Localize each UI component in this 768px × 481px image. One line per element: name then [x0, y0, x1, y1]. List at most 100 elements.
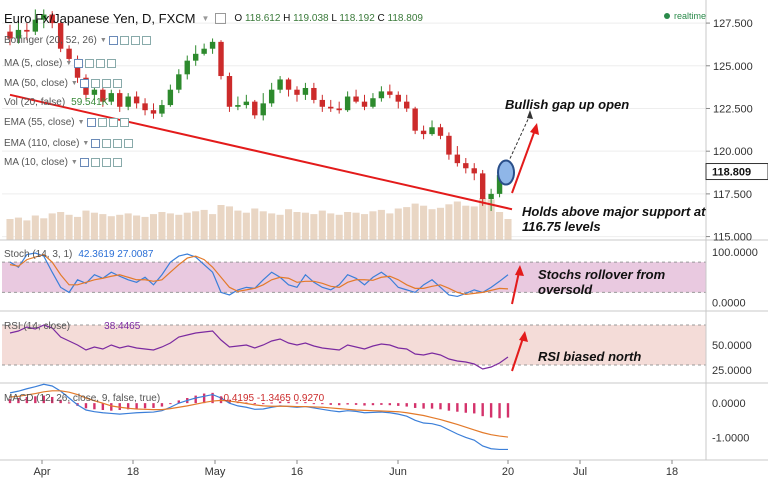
close-icon[interactable] — [119, 118, 129, 127]
eye-icon[interactable] — [108, 36, 118, 45]
close-icon[interactable] — [112, 158, 122, 167]
candle-body — [328, 106, 334, 109]
chevron-down-icon[interactable]: ▼ — [70, 80, 78, 87]
settings-icon[interactable] — [102, 139, 112, 148]
chevron-down-icon[interactable]: ▼ — [82, 140, 90, 147]
settings-icon[interactable] — [90, 158, 100, 167]
macd-histogram-bar — [329, 403, 332, 405]
add-icon[interactable] — [108, 118, 118, 127]
candle-body — [277, 79, 283, 90]
macd-tick-label: 0.0000 — [712, 398, 746, 410]
candle-body — [420, 130, 427, 135]
overlay-item[interactable]: MA (5, close) ▼ — [4, 58, 117, 69]
volume-bar — [192, 211, 200, 240]
chevron-down-icon[interactable]: ▼ — [65, 60, 73, 67]
macd-tick-label: -1.0000 — [712, 432, 749, 444]
settings-icon[interactable] — [90, 79, 100, 88]
macd-histogram-bar — [304, 402, 307, 404]
macd-histogram-bar — [506, 403, 510, 418]
overlay-item[interactable]: EMA (110, close) ▼ — [4, 138, 134, 149]
price-tick-label: 125.000 — [713, 61, 753, 73]
chevron-down-icon[interactable]: ▼ — [77, 119, 85, 126]
volume-bar — [360, 214, 369, 240]
overlay-item[interactable]: Vol (20, false) 59.541K — [4, 97, 108, 108]
ohlc-readout: O 118.612 H 119.038 L 118.192 C 118.809 — [234, 13, 423, 24]
candle-body — [41, 14, 47, 20]
chevron-down-icon[interactable]: ▼ — [201, 14, 210, 23]
close-icon[interactable] — [112, 79, 122, 88]
settings-icon[interactable] — [215, 13, 227, 24]
volume-bar — [327, 213, 335, 240]
close-icon[interactable] — [107, 59, 117, 68]
macd-histogram-bar — [312, 403, 316, 405]
add-icon[interactable] — [113, 139, 123, 148]
add-icon[interactable] — [96, 59, 106, 68]
chevron-down-icon[interactable]: ▼ — [70, 159, 78, 166]
close-icon[interactable] — [124, 139, 134, 148]
rsi-tick-label: 50.0000 — [712, 340, 752, 352]
macd-histogram-bar — [126, 403, 130, 410]
volume-bar — [48, 213, 56, 240]
close-icon[interactable] — [141, 36, 151, 45]
macd-histogram-bar — [447, 403, 451, 411]
volume-bar — [259, 211, 267, 240]
overlay-item[interactable]: Bollinger (20, 52, 26) ▼ — [4, 35, 151, 46]
eye-icon[interactable] — [79, 79, 89, 88]
price-arrowhead — [530, 123, 539, 135]
macd-histogram-bar — [110, 403, 113, 411]
time-tick-label: May — [205, 466, 226, 478]
macd-histogram-bar — [270, 402, 273, 404]
rsi-tick-label: 25.0000 — [712, 365, 752, 377]
price-arrow — [511, 129, 536, 194]
time-tick-label: 18 — [666, 466, 678, 478]
symbol-title[interactable]: Euro Fx/Japanese Yen, D, FXCM — [4, 11, 196, 26]
candles — [7, 9, 511, 211]
macd-histogram-bar — [321, 403, 324, 405]
volume-bar — [158, 212, 166, 240]
macd-histogram-bar — [481, 403, 484, 417]
price-tick-label: 120.000 — [713, 146, 753, 158]
overlay-item[interactable]: MA (10, close) ▼ — [4, 157, 122, 168]
candle-body — [209, 41, 216, 49]
volume-bar — [242, 212, 250, 240]
candle-body — [226, 76, 233, 107]
eye-icon[interactable] — [91, 139, 101, 148]
volume-bar — [23, 220, 31, 240]
overlay-label: Vol (20, false) — [4, 97, 66, 108]
macd-histogram-bar — [219, 396, 223, 404]
candle-body — [243, 101, 250, 106]
rsi-band — [2, 324, 706, 366]
eye-icon[interactable] — [74, 59, 84, 68]
settings-icon[interactable] — [119, 36, 129, 45]
volume-bar — [133, 215, 141, 240]
gap-dotted-arrowhead — [527, 110, 533, 119]
overlay-item[interactable]: EMA (55, close) ▼ — [4, 117, 129, 128]
candle-body — [446, 135, 452, 155]
last-price-tag — [705, 163, 768, 181]
candle-body — [24, 29, 30, 32]
candle-body — [336, 108, 342, 111]
candle-body — [378, 91, 385, 99]
add-icon[interactable] — [130, 36, 140, 45]
candle-body — [395, 94, 401, 102]
settings-icon[interactable] — [85, 59, 95, 68]
eye-icon[interactable] — [86, 118, 96, 127]
candle-body — [463, 163, 469, 169]
chevron-down-icon[interactable]: ▼ — [99, 37, 107, 44]
settings-icon[interactable] — [97, 118, 107, 127]
volume-bar — [6, 219, 14, 240]
macd-histogram-bar — [473, 403, 476, 414]
add-icon[interactable] — [101, 158, 111, 167]
eye-icon[interactable] — [79, 158, 89, 167]
volume-bar — [57, 212, 65, 240]
status-dot-icon — [664, 13, 670, 19]
macd-histogram-bar — [211, 392, 214, 404]
macd-histogram-bar — [439, 403, 442, 410]
overlay-item[interactable]: MA (50, close) ▼ — [4, 78, 122, 89]
volume-bar — [82, 210, 90, 240]
chart-header: Euro Fx/Japanese Yen, D, FXCM ▼ O 118.61… — [4, 11, 423, 26]
volume-bar — [377, 209, 385, 240]
macd-histogram-bar — [405, 403, 408, 407]
add-icon[interactable] — [101, 79, 111, 88]
volume-bar — [496, 212, 504, 240]
